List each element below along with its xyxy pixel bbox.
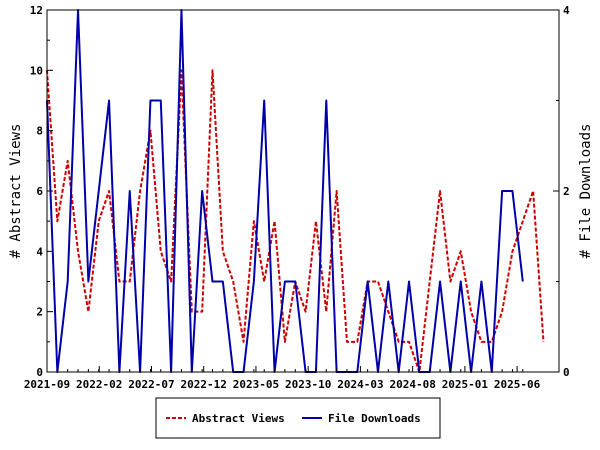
legend-label-file-downloads: File Downloads [328,412,421,425]
legend: Abstract Views File Downloads [155,397,441,439]
y-tick-label: 10 [30,64,43,77]
y-tick-label: 6 [36,185,43,198]
x-tick-label: 2024-08 [389,378,435,391]
y-tick-label: 2 [36,306,43,319]
y-tick-label: 0 [36,366,43,379]
legend-label-abstract-views: Abstract Views [192,412,285,425]
x-tick-label: 2023-10 [285,378,331,391]
y2-tick-label: 2 [563,185,570,198]
y-tick-label: 8 [36,125,43,138]
x-tick-label: 2023-05 [233,378,279,391]
y-tick-label: 4 [36,245,43,258]
y2-tick-label: 0 [563,366,570,379]
y2-axis-title: # File Downloads [578,124,594,259]
x-tick-label: 2024-03 [337,378,383,391]
series-layer [46,9,545,373]
x-tick-label: 2021-09 [24,378,70,391]
y-tick-label: 12 [30,4,43,17]
y-axis-title: # Abstract Views [8,124,24,259]
x-tick-label: 2025-01 [442,378,489,391]
x-tick-label: 2022-02 [76,378,122,391]
axis-layer: 2021-09 2022-02 2022-07 2022-12 2023-05 2023-… [24,4,570,391]
x-tick-label: 2025-06 [494,378,541,391]
x-tick-label: 2022-07 [128,378,174,391]
series-line-file-downloads [46,9,524,373]
y2-tick-label: 4 [563,4,570,17]
x-tick-label: 2022-12 [181,378,227,391]
legend-box [155,397,441,439]
